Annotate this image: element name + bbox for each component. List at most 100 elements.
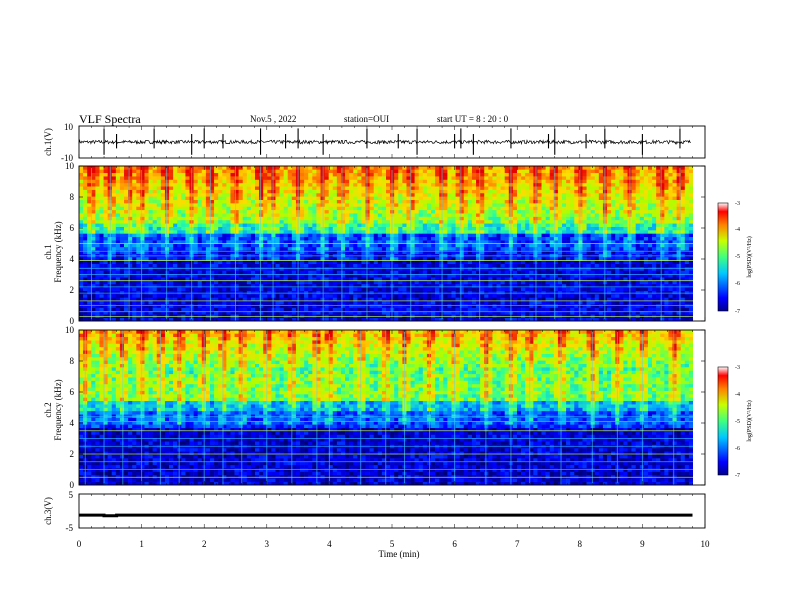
spectrogram-cell [197, 230, 203, 234]
spectrogram-cell [119, 260, 125, 265]
spectrogram-cell [340, 189, 346, 194]
spectrogram-cell [418, 223, 424, 227]
spectrogram-cell [484, 304, 489, 308]
spectrogram-cell [324, 270, 329, 275]
spectrogram-cell [418, 290, 424, 295]
spectrogram-cell [136, 256, 141, 261]
spectrogram-cell [365, 186, 370, 190]
spectrogram-cell [443, 179, 448, 184]
spectrogram-cell [386, 179, 391, 184]
spectrogram-cell [160, 223, 166, 227]
spectrogram-cell [422, 236, 428, 241]
spectrogram-cell [365, 230, 370, 234]
spectrogram-cell [328, 256, 334, 261]
spectrogram-cell [300, 169, 305, 174]
spectrogram-cell [222, 219, 227, 224]
spectrogram-cell [87, 213, 92, 217]
spectrogram-cell [279, 317, 284, 322]
spectrogram-cell [169, 209, 174, 214]
spectrogram-cell [422, 253, 428, 258]
spectrogram-cell [214, 233, 219, 238]
spectrogram-cell [476, 219, 481, 224]
spectrogram-cell [95, 179, 100, 184]
spectrogram-cell [422, 226, 428, 231]
spectrogram-cell [308, 182, 313, 187]
spectrogram-cell [455, 172, 460, 177]
spectrogram-cell [222, 297, 227, 302]
spectrogram-cell [140, 199, 145, 204]
spectrogram-cell [324, 169, 329, 174]
spectrogram-cell [369, 290, 375, 295]
spectrogram-cell [124, 219, 129, 224]
spectrogram-cell [160, 277, 166, 281]
spectrogram-cell [496, 213, 501, 217]
spectrogram-cell [267, 246, 272, 251]
spectrogram-cell [152, 179, 158, 184]
spectrogram-cell [316, 283, 321, 288]
spectrogram-cell [119, 216, 125, 221]
spectrogram-cell [328, 213, 334, 217]
spectrogram-cell [181, 169, 186, 174]
spectrogram-cell [83, 199, 88, 204]
spectrogram-cell [349, 273, 354, 278]
spectrogram-cell [181, 270, 186, 275]
spectrogram-cell [156, 186, 162, 190]
spectrogram-cell [394, 280, 399, 285]
spectrogram-cell [267, 270, 272, 275]
spectrogram-cell [124, 310, 129, 315]
spectrogram-cell [324, 223, 329, 227]
spectrogram-cell [156, 236, 162, 241]
spectrogram-cell [140, 307, 145, 312]
spectrogram-cell [304, 236, 309, 241]
spectrogram-cell [447, 283, 452, 288]
spectrogram-cell [365, 209, 370, 214]
spectrogram-cell [136, 240, 141, 244]
spectrogram-cell [398, 307, 403, 312]
spectrogram-cell [480, 199, 485, 204]
spectrogram-cell [83, 169, 88, 174]
spectrogram-cell [291, 280, 297, 285]
spectrogram-cell [443, 263, 448, 268]
spectrogram-cell [369, 192, 375, 197]
spectrogram-cell [414, 297, 420, 302]
spectrogram-cell [406, 206, 411, 211]
spectrogram-cell [304, 213, 309, 217]
spectrogram-cell [214, 196, 219, 200]
spectrogram-cell [496, 256, 501, 261]
spectrogram-cell [267, 199, 272, 204]
spectrogram-cell [103, 169, 108, 174]
spectrogram-cell [148, 182, 153, 187]
spectrogram-cell [471, 176, 477, 180]
spectrogram-cell [271, 304, 276, 308]
spectrogram-cell [230, 283, 235, 288]
spectrogram-cell [119, 199, 125, 204]
spectrogram-cell [111, 294, 117, 298]
spectrogram-cell [418, 294, 424, 298]
spectrogram-cell [259, 243, 264, 248]
spectrogram-cell [246, 203, 252, 207]
spectrogram-cell [312, 206, 317, 211]
spectrogram-cell [316, 256, 321, 261]
spectrogram-cell [255, 294, 260, 298]
spectrogram-cell [455, 226, 460, 231]
spectrogram-cell [156, 230, 162, 234]
spectrogram-cell [279, 199, 284, 204]
spectrogram-cell [377, 256, 383, 261]
spectrogram-cell [471, 219, 477, 224]
spectrogram-cell [111, 166, 117, 170]
spectrogram-cell [246, 260, 252, 265]
spectrogram-cell [349, 186, 354, 190]
spectrogram-cell [418, 287, 424, 291]
spectrogram-cell [304, 253, 309, 258]
spectrogram-cell [316, 199, 321, 204]
spectrogram-cell [79, 263, 84, 268]
spectrogram-cell [99, 236, 104, 241]
spectrogram-cell [381, 317, 387, 322]
spectrogram-cell [275, 176, 280, 180]
spectrogram-cell [79, 230, 84, 234]
spectrogram-cell [345, 223, 350, 227]
spectrogram-cell [353, 310, 358, 315]
spectrogram-cell [484, 223, 489, 227]
spectrogram-cell [377, 192, 383, 197]
spectrogram-cell [197, 290, 203, 295]
